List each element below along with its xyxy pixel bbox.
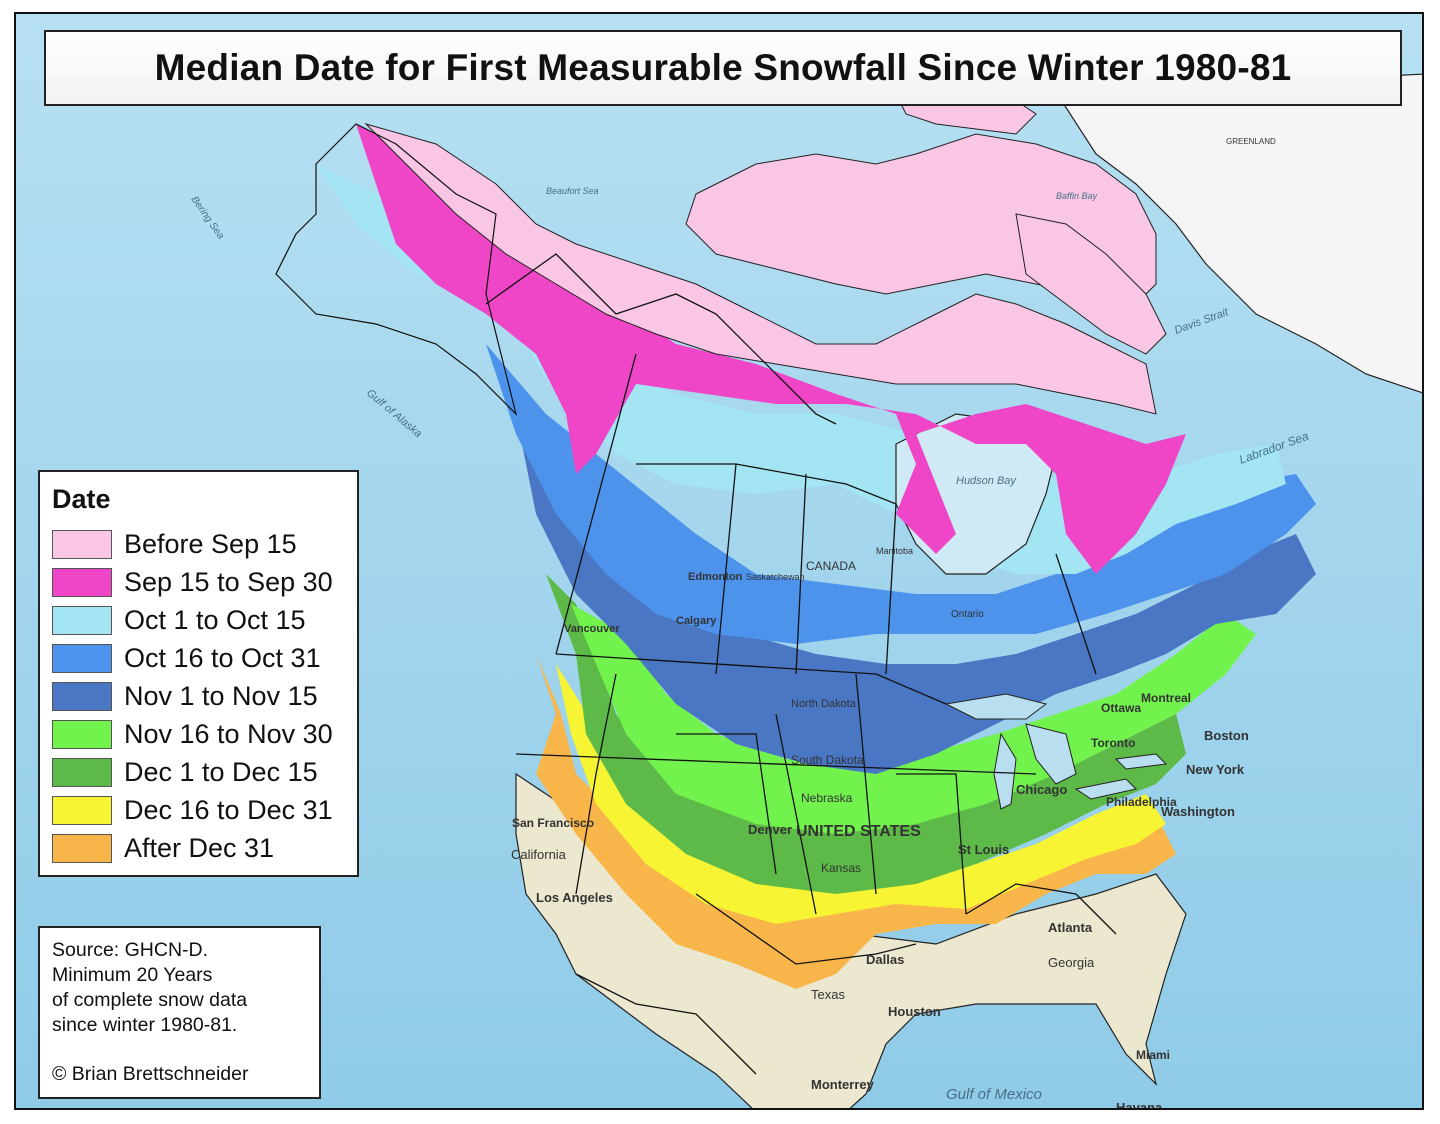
legend-label: After Dec 31 <box>124 832 275 863</box>
copyright-credit: © Brian Brettschneider <box>52 1063 249 1085</box>
legend-item-dec16-dec31: Dec 16 to Dec 31 <box>52 793 333 827</box>
label-monterrey: Monterrey <box>811 1077 875 1092</box>
label-nebraska: Nebraska <box>801 791 853 805</box>
label-houston: Houston <box>888 1004 941 1019</box>
legend-swatch <box>52 643 112 673</box>
borders <box>485 253 1117 1075</box>
label-atlanta: Atlanta <box>1048 920 1093 935</box>
label-boston: Boston <box>1204 728 1249 743</box>
legend-item-after-dec31: After Dec 31 <box>52 831 274 865</box>
label-ottawa: Ottawa <box>1101 701 1141 715</box>
legend-swatch <box>52 605 112 635</box>
legend-label: Nov 1 to Nov 15 <box>124 680 318 711</box>
zone-oct16-oct31 <box>486 344 1316 644</box>
legend-item-nov16-nov30: Nov 16 to Nov 30 <box>52 717 333 751</box>
alaska-outline <box>275 123 518 416</box>
label-edmonton: Edmonton <box>688 571 743 583</box>
legend-swatch <box>52 795 112 825</box>
label-ontario: Ontario <box>951 609 984 620</box>
legend-label: Dec 16 to Dec 31 <box>124 794 333 825</box>
label-canada: CANADA <box>806 559 856 573</box>
title-box: Median Date for First Measurable Snowfal… <box>44 30 1402 106</box>
label-baffin-bay: Baffin Bay <box>1056 191 1098 201</box>
legend-swatch <box>52 567 112 597</box>
greenland-landmass <box>1054 73 1422 394</box>
source-line-2: Minimum 20 Years <box>52 964 213 986</box>
legend-label: Before Sep 15 <box>124 528 297 559</box>
baffin-island <box>1015 213 1167 355</box>
label-vancouver: Vancouver <box>564 623 620 635</box>
source-note: Source: GHCN-D. Minimum 20 Years of comp… <box>38 926 321 1099</box>
label-gulf-of-mexico: Gulf of Mexico <box>946 1086 1042 1103</box>
legend-label: Oct 16 to Oct 31 <box>124 642 321 673</box>
legend-item-nov1-nov15: Nov 1 to Nov 15 <box>52 679 318 713</box>
label-beaufort-sea: Beaufort Sea <box>546 186 599 196</box>
snowfall-map: Bering Sea Beaufort Sea Baffin Bay Davis… <box>16 14 1422 1110</box>
legend: Date Before Sep 15 Sep 15 to Sep 30 Oct … <box>38 470 359 877</box>
legend-label: Dec 1 to Dec 15 <box>124 756 318 787</box>
label-washington: Washington <box>1161 804 1235 819</box>
label-california: California <box>511 847 567 862</box>
label-denver: Denver <box>748 822 792 837</box>
legend-label: Sep 15 to Sep 30 <box>124 566 333 597</box>
label-dallas: Dallas <box>866 952 904 967</box>
legend-item-before-sep15: Before Sep 15 <box>52 527 297 561</box>
map-title: Median Date for First Measurable Snowfal… <box>154 47 1292 88</box>
label-chicago: Chicago <box>1016 782 1067 797</box>
label-havana: Havana <box>1116 1100 1163 1110</box>
great-lakes <box>944 693 1168 810</box>
label-manitoba: Manitoba <box>876 546 913 556</box>
source-line-3: of complete snow data <box>52 989 248 1011</box>
zone-nov1-nov15 <box>516 414 1316 774</box>
label-philadelphia: Philadelphia <box>1106 795 1177 809</box>
label-san-francisco: San Francisco <box>512 816 594 830</box>
label-united-states: UNITED STATES <box>796 823 921 840</box>
zone-dec1-dec15 <box>546 574 1186 894</box>
legend-label: Oct 1 to Oct 15 <box>124 604 306 635</box>
label-calgary: Calgary <box>676 615 717 627</box>
label-kansas: Kansas <box>821 861 861 875</box>
label-greenland: GREENLAND <box>1226 137 1276 146</box>
legend-label: Nov 16 to Nov 30 <box>124 718 333 749</box>
legend-item-sep15-sep30: Sep 15 to Sep 30 <box>52 565 333 599</box>
label-texas: Texas <box>811 987 845 1002</box>
legend-swatch <box>52 833 112 863</box>
label-st-louis: St Louis <box>958 842 1009 857</box>
label-hudson-bay: Hudson Bay <box>956 475 1017 487</box>
label-toronto: Toronto <box>1091 736 1135 750</box>
label-miami: Miami <box>1136 1048 1170 1062</box>
label-new-york: New York <box>1186 762 1245 777</box>
label-montreal: Montreal <box>1141 691 1191 705</box>
legend-swatch <box>52 681 112 711</box>
legend-item-dec1-dec15: Dec 1 to Dec 15 <box>52 755 318 789</box>
legend-item-oct16-oct31: Oct 16 to Oct 31 <box>52 641 321 675</box>
legend-swatch <box>52 719 112 749</box>
label-los-angeles: Los Angeles <box>536 890 613 905</box>
zone-before-sep15 <box>364 122 1157 415</box>
label-saskatchewan: Saskatchewan <box>746 572 805 582</box>
source-line-1: Source: GHCN-D. <box>52 939 209 961</box>
legend-swatch <box>52 757 112 787</box>
legend-swatch <box>52 529 112 559</box>
legend-title: Date <box>52 484 111 514</box>
source-line-4: since winter 1980-81. <box>52 1014 238 1036</box>
map-frame: Bering Sea Beaufort Sea Baffin Bay Davis… <box>14 12 1424 1110</box>
label-north-dakota: North Dakota <box>791 698 857 710</box>
zone-nov16-nov30 <box>571 604 1256 834</box>
zone-after-dec31 <box>536 654 1176 989</box>
label-georgia: Georgia <box>1048 955 1095 970</box>
label-south-dakota: South Dakota <box>791 753 864 767</box>
legend-item-oct1-oct15: Oct 1 to Oct 15 <box>52 603 306 637</box>
